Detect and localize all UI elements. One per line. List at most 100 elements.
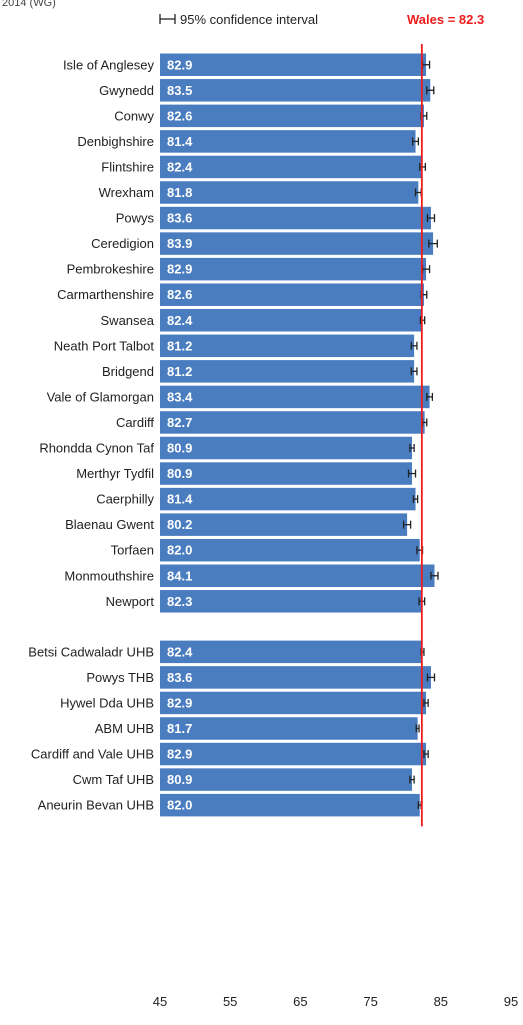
category-label: Powys	[116, 211, 155, 226]
category-label: Cardiff and Vale UHB	[31, 747, 154, 762]
category-label: Betsi Cadwaladr UHB	[28, 644, 154, 659]
value-labels: 82.9 83.5 82.6 81.4 82.4 81.8 83.6 83.9 82.9 82.6…	[167, 57, 193, 812]
bar	[160, 691, 427, 715]
bar	[160, 564, 435, 587]
category-label: Rhondda Cynon Taf	[39, 441, 154, 456]
bar	[160, 53, 427, 76]
category-label: Ceredigion	[91, 236, 154, 251]
category-label: Newport	[106, 594, 155, 609]
category-labels: Isle of Anglesey Gwynedd Conwy Denbighshire…	[28, 57, 154, 812]
category-label: Caerphilly	[96, 492, 154, 507]
category-label: Bridgend	[102, 364, 154, 379]
category-label: Carmarthenshire	[57, 287, 154, 302]
x-tick-label: 45	[153, 994, 167, 1009]
value-label: 80.9	[167, 466, 192, 481]
value-label: 84.1	[167, 568, 192, 583]
category-label: Flintshire	[101, 159, 154, 174]
error-bars-layer	[402, 60, 439, 810]
bar	[160, 538, 420, 562]
bar	[160, 232, 434, 255]
category-label: ABM UHB	[95, 721, 154, 736]
value-label: 80.2	[167, 517, 192, 532]
value-label: 81.2	[167, 338, 192, 353]
bar	[160, 309, 423, 332]
category-label: Cwm Taf UHB	[73, 772, 154, 787]
category-label: Pembrokeshire	[67, 262, 154, 277]
category-label: Cardiff	[116, 415, 154, 430]
category-label: Aneurin Bevan UHB	[38, 798, 154, 813]
x-axis-ticks: 45 55 65 75 85 95	[153, 994, 518, 1009]
top-note: 2014 (WG)	[2, 0, 56, 9]
x-tick-label: 75	[363, 994, 377, 1009]
category-label: Wrexham	[99, 185, 154, 200]
value-label: 82.0	[167, 798, 192, 813]
legend: 95% confidence interval Wales = 82.3	[159, 12, 484, 27]
value-label: 82.9	[167, 695, 192, 710]
value-label: 83.9	[167, 236, 192, 251]
category-label: Gwynedd	[99, 83, 154, 98]
value-label: 82.3	[167, 594, 192, 609]
value-label: 82.4	[167, 313, 193, 328]
value-label: 81.4	[167, 134, 193, 149]
category-label: Isle of Anglesey	[63, 57, 155, 72]
bar	[160, 360, 415, 383]
bar	[160, 487, 416, 511]
category-label: Denbighshire	[77, 134, 154, 149]
category-label: Swansea	[101, 313, 155, 328]
legend-ci-label: 95% confidence interval	[180, 12, 318, 27]
value-label: 81.7	[167, 721, 192, 736]
value-label: 83.4	[167, 389, 193, 404]
bar	[160, 130, 416, 153]
value-label: 82.9	[167, 747, 192, 762]
value-label: 82.0	[167, 543, 192, 558]
x-tick-label: 55	[223, 994, 237, 1009]
bars-layer	[160, 53, 435, 817]
value-label: 81.4	[167, 492, 193, 507]
bar	[160, 436, 413, 460]
bar	[160, 385, 430, 409]
category-label: Neath Port Talbot	[54, 338, 155, 353]
x-tick-label: 65	[293, 994, 307, 1009]
category-label: Powys THB	[86, 670, 154, 685]
bar	[160, 590, 422, 613]
category-label: Torfaen	[111, 543, 154, 558]
x-tick-label: 95	[504, 994, 518, 1009]
value-label: 80.9	[167, 772, 192, 787]
bar	[160, 640, 423, 664]
bar	[160, 768, 413, 791]
bar	[160, 206, 431, 230]
bar	[160, 462, 413, 485]
bar	[160, 334, 415, 358]
value-label: 82.6	[167, 108, 192, 123]
category-label: Hywel Dda UHB	[60, 695, 154, 710]
bar	[160, 79, 431, 102]
value-label: 83.6	[167, 211, 192, 226]
value-label: 82.9	[167, 57, 192, 72]
bar	[160, 181, 419, 204]
category-label: Merthyr Tydfil	[76, 466, 154, 481]
bar	[160, 666, 431, 689]
value-label: 82.7	[167, 415, 192, 430]
bar	[160, 513, 408, 536]
x-tick-label: 85	[434, 994, 448, 1009]
bar	[160, 257, 427, 281]
value-label: 82.6	[167, 287, 192, 302]
value-label: 82.4	[167, 159, 193, 174]
reference-label: Wales = 82.3	[407, 12, 484, 27]
category-label: Monmouthshire	[64, 568, 154, 583]
bar	[160, 411, 425, 434]
value-label: 83.5	[167, 83, 192, 98]
category-label: Vale of Glamorgan	[47, 389, 154, 404]
category-label: Blaenau Gwent	[65, 517, 154, 532]
value-label: 82.9	[167, 262, 192, 277]
value-label: 81.8	[167, 185, 192, 200]
bar	[160, 155, 423, 179]
value-label: 83.6	[167, 670, 192, 685]
category-label: Conwy	[114, 108, 154, 123]
bar	[160, 793, 420, 817]
value-label: 82.4	[167, 644, 193, 659]
bar	[160, 742, 427, 766]
bar	[160, 717, 418, 740]
bar	[160, 104, 424, 128]
